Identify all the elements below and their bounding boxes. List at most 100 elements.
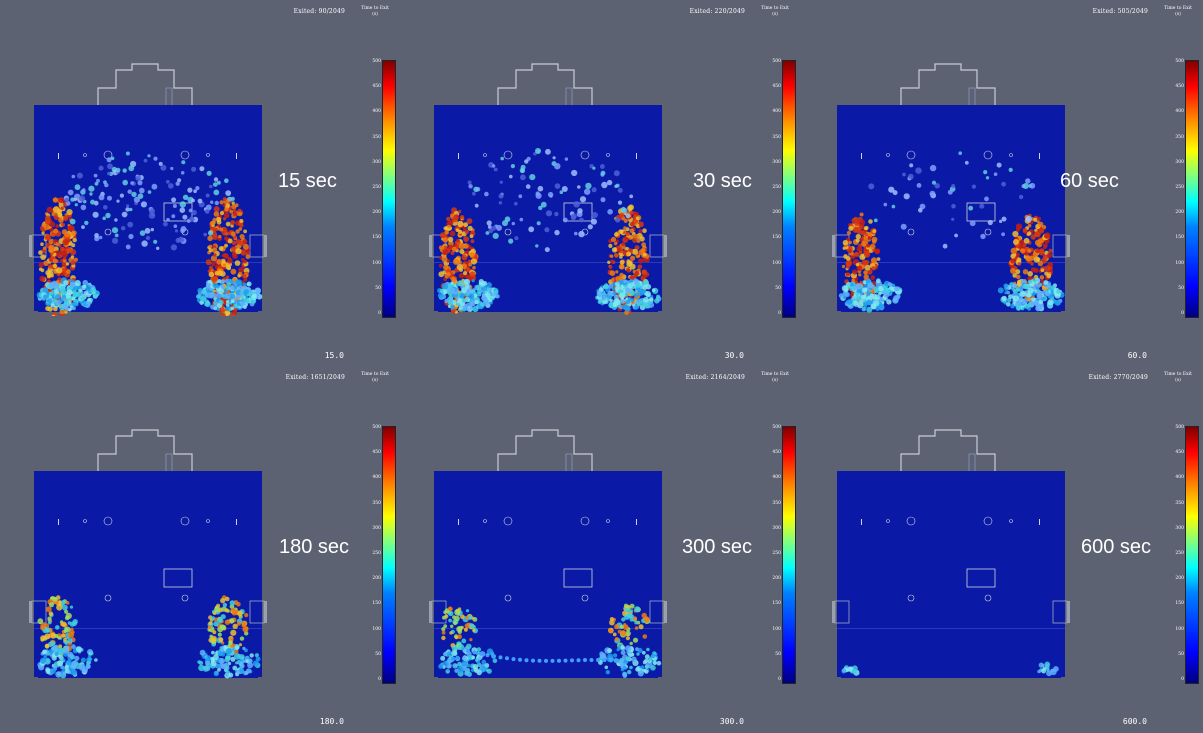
crowd-right [230, 224, 234, 228]
crowd-left [60, 314, 65, 316]
exit-plume-left [48, 281, 56, 289]
exit-plume-right [620, 645, 625, 650]
exit-plume-left [461, 656, 467, 661]
crowd-right [636, 238, 641, 243]
exit-plume-left [492, 658, 498, 663]
crowd-right [625, 231, 631, 237]
exit-plume-left [883, 291, 890, 298]
colorbar-tick: 0 [778, 677, 781, 682]
exit-plume-left [60, 288, 67, 296]
crowd-centre [187, 187, 193, 193]
exit-plume-right [243, 285, 247, 290]
crowd-right [632, 248, 639, 255]
exit-plume-left [47, 298, 53, 304]
exit-plume-right [650, 653, 656, 659]
exit-plume-left [466, 671, 472, 677]
crowd-right [614, 624, 620, 630]
door-frame-right [1067, 235, 1070, 257]
crowd-right [242, 273, 247, 279]
crowd-right [229, 209, 234, 214]
exit-plume-left [886, 299, 892, 305]
crowd-left [452, 615, 456, 619]
exit-plume-right [200, 296, 207, 303]
crowd-right [609, 270, 616, 276]
crowd-centre [127, 221, 134, 228]
lower-hall [837, 631, 1065, 677]
crowd-right [1010, 268, 1016, 274]
crowd-right [1022, 269, 1029, 275]
exit-plume-left [87, 297, 92, 302]
crowd-right [638, 221, 644, 228]
exit-plume-right [252, 293, 257, 299]
crowd-trail [602, 658, 607, 663]
crowd-centre [554, 163, 561, 170]
crowd-centre [496, 224, 502, 231]
crowd-right [217, 617, 223, 624]
crowd-right [214, 606, 221, 613]
crowd-right [212, 630, 217, 635]
exit-plume-right [199, 649, 206, 656]
crowd-right [219, 211, 225, 216]
time-label: 60 sec [1060, 170, 1119, 192]
crowd-right [1035, 248, 1040, 254]
crowd-right [237, 211, 243, 217]
crowd-left [60, 206, 64, 210]
exit-plume-left [86, 657, 91, 663]
crowd-centre [983, 170, 988, 175]
crowd-right [1027, 223, 1032, 228]
colorbar-tick: 400 [1175, 109, 1184, 115]
exit-plume-right [651, 288, 656, 292]
centre-box [563, 568, 593, 588]
crowd-right [1017, 262, 1022, 266]
exit-plume-left [54, 294, 61, 300]
exit-plume-right [1006, 290, 1010, 295]
crowd-left [439, 232, 446, 239]
crowd-left [460, 215, 465, 220]
crowd-right [629, 609, 634, 613]
crowd-left [71, 243, 76, 248]
crowd-centre [488, 228, 494, 234]
crowd-right [638, 229, 643, 234]
crowd-left [46, 206, 53, 213]
crowd-left [448, 606, 453, 612]
crowd-centre [545, 210, 553, 217]
crowd-left [66, 209, 73, 216]
exit-plume-right [245, 659, 250, 664]
crowd-right [612, 632, 617, 637]
crowd-centre [929, 190, 936, 197]
crowd-right [626, 251, 631, 257]
crowd-centre [104, 182, 109, 188]
crowd-right [1037, 216, 1041, 221]
crowd-left [871, 239, 877, 244]
crowd-centre [907, 173, 914, 180]
straggler [1053, 666, 1059, 672]
exit-plume-right [641, 650, 646, 655]
crowd-right [621, 617, 626, 622]
exit-plume-right [1015, 287, 1021, 292]
exit-plume-left [66, 659, 72, 666]
crowd-centre [137, 180, 143, 186]
exit-plume-left [48, 291, 53, 296]
crowd-right [1027, 271, 1033, 277]
crowd-left [64, 626, 71, 633]
exit-plume-right [598, 298, 603, 304]
crowd-right [227, 256, 232, 261]
crowd-centre [205, 193, 210, 198]
crowd-left [858, 273, 862, 277]
crowd-right [220, 313, 226, 316]
exit-plume-left [454, 663, 458, 668]
exit-plume-left [469, 302, 474, 307]
crowd-centre [999, 219, 1003, 223]
pillar [907, 228, 915, 236]
exit-plume-right [648, 302, 655, 308]
crowd-left [864, 264, 871, 271]
exit-plume-left [878, 286, 884, 292]
crowd-centre [81, 188, 86, 193]
crowd-centre [954, 233, 958, 238]
colorbar-tick: 450 [372, 84, 381, 90]
pillar [103, 516, 113, 526]
colorbar-tick: 150 [1175, 601, 1184, 607]
crowd-left [861, 259, 868, 266]
exit-plume-left [87, 654, 92, 658]
crowd-left [442, 248, 449, 256]
